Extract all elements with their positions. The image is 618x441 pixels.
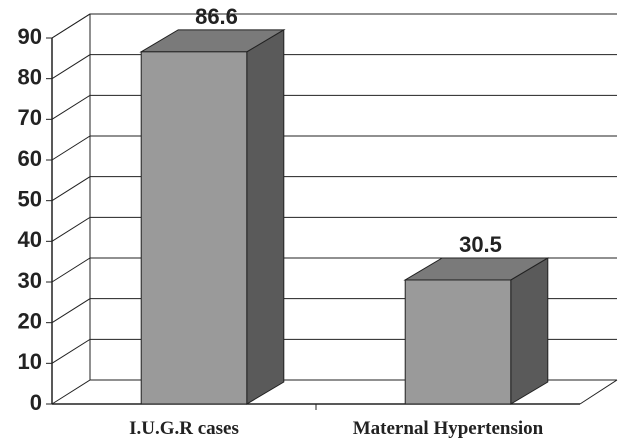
floor-right: [579, 379, 618, 405]
value-label: 86.6: [195, 4, 238, 29]
back-wall-edge: [51, 13, 617, 39]
y-tick-label: 60: [18, 146, 42, 171]
grid-line: [51, 216, 617, 242]
x-tick-label: I.U.G.R cases: [129, 418, 239, 439]
y-tick-label: 20: [18, 308, 42, 333]
y-tick-label: 40: [18, 227, 42, 252]
bar-side: [510, 257, 549, 405]
grid-line: [51, 13, 617, 39]
bar: [140, 51, 248, 405]
y-tick-label: 50: [18, 186, 42, 211]
y-tick-label: 70: [18, 105, 42, 130]
grid-line: [51, 94, 617, 120]
y-tick-label: 90: [18, 24, 42, 49]
y-tick-label: 0: [30, 390, 42, 415]
grid-line: [51, 54, 617, 80]
grid-line: [51, 135, 617, 161]
x-tick-label: Maternal Hypertension: [353, 418, 544, 439]
bar: [404, 279, 512, 405]
y-tick-label: 80: [18, 64, 42, 89]
y-tick-label: 10: [18, 349, 42, 374]
grid-line: [51, 176, 617, 202]
y-tick-label: 30: [18, 268, 42, 293]
value-label: 30.5: [459, 232, 502, 257]
bar-side: [246, 28, 285, 405]
